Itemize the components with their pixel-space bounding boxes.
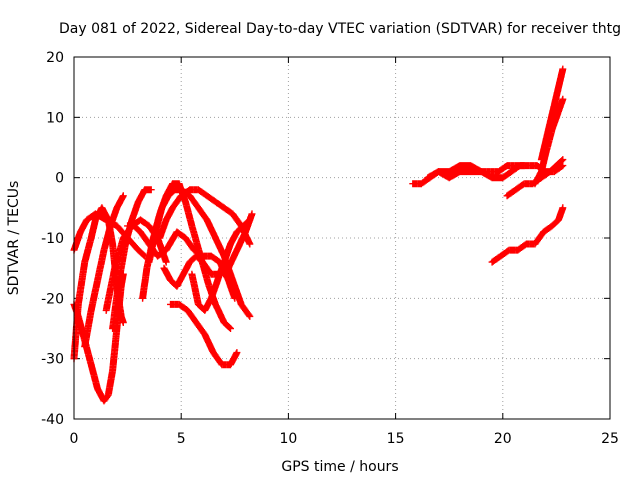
- y-tick-label: -10: [41, 231, 64, 247]
- x-axis-label: GPS time / hours: [281, 459, 398, 475]
- x-tick-label: 0: [70, 431, 79, 447]
- series-marks: [81, 192, 127, 351]
- y-tick-label: 10: [46, 110, 64, 126]
- series-arc-12: [188, 216, 254, 314]
- series-arc-9: [145, 186, 254, 320]
- axis-ticks: 0 5 10 15 20 25 -40 -30 -20 -10 0 10 20: [41, 50, 619, 447]
- x-tick-label: 20: [494, 431, 512, 447]
- y-axis-label: SDTVAR / TECUs: [6, 181, 22, 296]
- series-marks: [188, 216, 254, 314]
- series-arc-4: [81, 192, 127, 351]
- series-marks: [167, 300, 241, 369]
- series-marks: [424, 162, 528, 182]
- series-marks: [537, 65, 567, 164]
- x-tick-label: 25: [601, 431, 619, 447]
- series-arc-13: [167, 300, 241, 369]
- y-tick-label: 20: [46, 50, 64, 66]
- y-tick-label: -40: [41, 412, 64, 428]
- data-series: [70, 65, 567, 405]
- y-tick-label: -30: [41, 352, 64, 368]
- series-arc-15: [424, 162, 528, 182]
- y-tick-label: -20: [41, 291, 64, 307]
- y-tick-label: 0: [55, 171, 64, 187]
- chart-title: Day 081 of 2022, Sidereal Day-to-day VTE…: [59, 21, 621, 37]
- series-arc-19: [488, 204, 567, 266]
- x-tick-label: 10: [279, 431, 297, 447]
- x-tick-label: 15: [387, 431, 405, 447]
- plot-frame: [73, 56, 611, 420]
- series-marks: [488, 204, 567, 266]
- grid-lines: [74, 57, 610, 419]
- series-marks: [145, 186, 254, 320]
- series-arc-18: [537, 65, 567, 164]
- x-tick-label: 5: [177, 431, 186, 447]
